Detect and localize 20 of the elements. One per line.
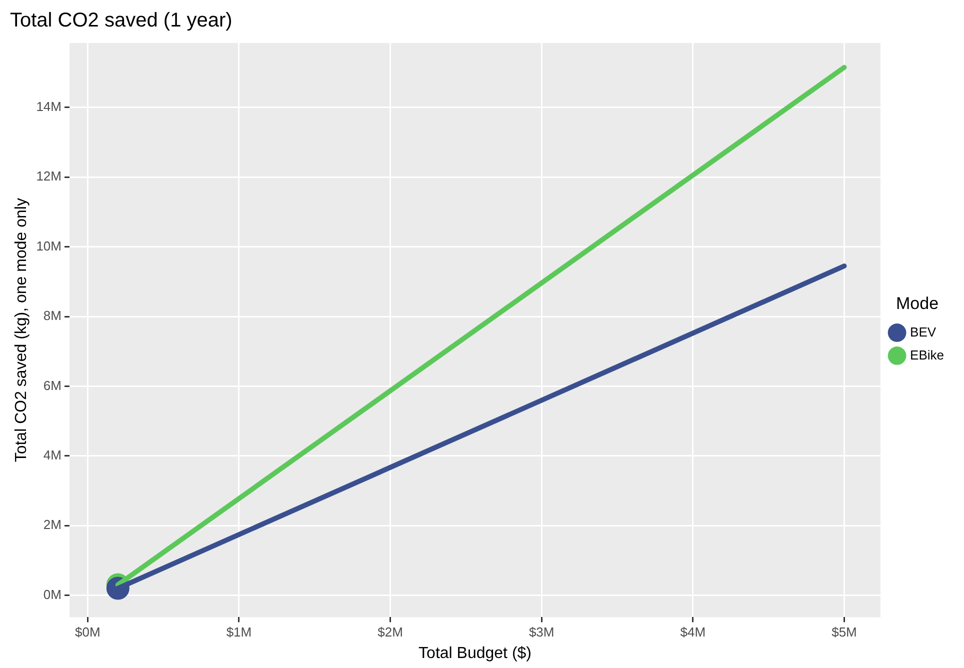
y-tick-label: 14M <box>36 99 62 114</box>
y-tick-label: 8M <box>43 308 62 324</box>
legend-label: EBike <box>910 347 944 362</box>
y-tick-label: 10M <box>36 238 62 254</box>
x-tick-label: $5M <box>832 624 857 640</box>
y-tick-label: 4M <box>43 447 62 462</box>
y-tick-label: 2M <box>43 517 62 532</box>
y-tick-label: 6M <box>43 378 62 393</box>
y-axis-title: Total CO2 saved (kg), one mode only <box>13 198 30 462</box>
y-tick-label: 12M <box>36 168 62 184</box>
chart-title: Total CO2 saved (1 year) <box>10 10 232 32</box>
x-tick-label: $0M <box>75 624 100 640</box>
x-tick-label: $3M <box>528 624 554 640</box>
x-tick-label: $1M <box>226 624 252 640</box>
x-axis-title: Total Budget ($) <box>418 644 532 662</box>
legend-title: Mode <box>896 294 939 313</box>
legend-label: BEV <box>910 324 936 340</box>
x-tick-label: $4M <box>680 624 706 640</box>
y-tick-label: 0M <box>43 586 62 602</box>
x-tick-label: $2M <box>378 624 403 640</box>
